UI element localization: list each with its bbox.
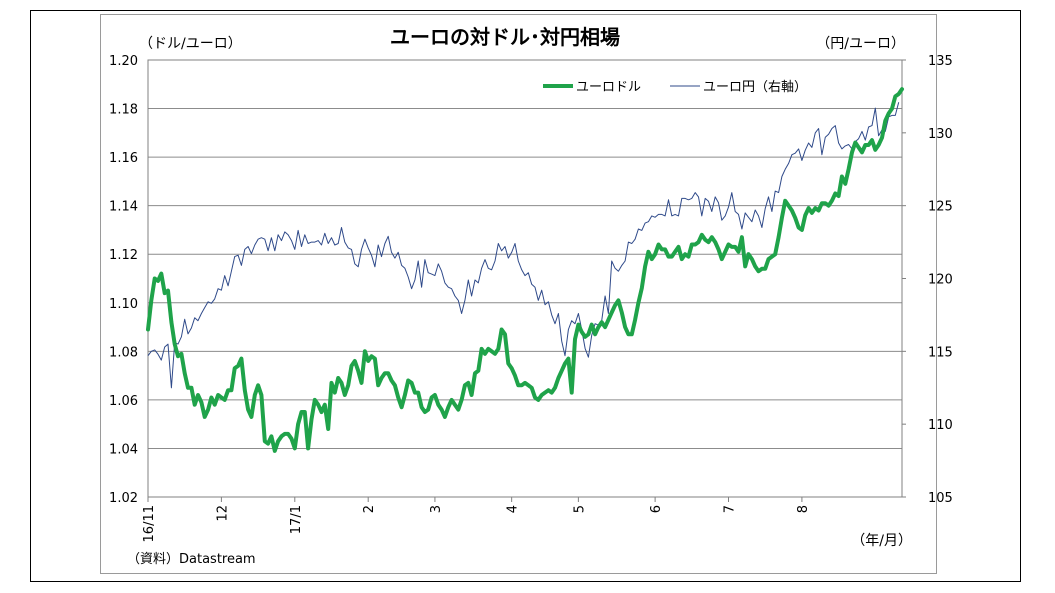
x-tick-label: 4 <box>506 505 521 513</box>
x-axis-unit: （年/月） <box>851 533 912 549</box>
x-axis-ticks: 16/11 12 17/1 2 3 4 5 6 7 8 <box>142 497 811 542</box>
legend: ユーロドル ユーロ円（右軸） <box>543 80 807 95</box>
left-tick-label: 1.10 <box>109 297 138 312</box>
gridlines <box>148 108 902 449</box>
right-tick-label: 120 <box>928 273 953 288</box>
chart-title: ユーロの対ドル･対円相場 <box>390 25 620 49</box>
plot-area-border <box>147 59 903 498</box>
left-axis-unit: （ドル/ユーロ） <box>139 36 242 52</box>
source-note: （資料）Datastream <box>127 552 256 567</box>
left-tick-label: 1.18 <box>109 103 138 118</box>
x-tick-label: 12 <box>215 505 230 522</box>
x-tick-label: 3 <box>429 505 444 513</box>
right-tick-label: 125 <box>928 200 953 215</box>
x-tick-label: 17/1 <box>289 505 304 534</box>
x-tick-label: 5 <box>572 505 587 513</box>
left-tick-label: 1.06 <box>109 394 138 409</box>
left-tick-label: 1.02 <box>109 491 138 506</box>
legend-label-eurusd: ユーロドル <box>576 80 641 95</box>
x-tick-label: 6 <box>649 505 664 513</box>
x-tick-label: 8 <box>796 505 811 513</box>
series-line-eurjpy <box>147 102 900 389</box>
x-tick-label: 16/11 <box>142 505 157 542</box>
right-tick-label: 105 <box>928 491 953 506</box>
series-lines <box>146 87 904 453</box>
right-axis-ticks: 105 110 115 120 125 130 135 <box>902 54 953 506</box>
left-tick-label: 1.12 <box>109 248 138 263</box>
right-axis-unit: （円/ユーロ） <box>816 36 905 52</box>
left-axis-ticks: 1.02 1.04 1.06 1.08 1.10 1.12 1.14 1.16 1.18 1.20 <box>109 54 138 506</box>
left-tick-label: 1.20 <box>109 54 138 69</box>
right-tick-label: 130 <box>928 127 953 142</box>
left-tick-label: 1.08 <box>109 345 138 360</box>
legend-label-eurjpy: ユーロ円（右軸） <box>703 80 807 95</box>
right-tick-label: 110 <box>928 418 953 433</box>
left-tick-label: 1.14 <box>109 200 138 215</box>
x-tick-label: 7 <box>723 505 738 513</box>
x-tick-label: 2 <box>362 505 377 513</box>
series-line-eurusd <box>146 87 904 453</box>
left-tick-label: 1.04 <box>109 442 138 457</box>
right-tick-label: 115 <box>928 345 953 360</box>
chart-area-frame <box>100 14 937 574</box>
chart-outer-frame <box>30 10 1021 582</box>
left-tick-label: 1.16 <box>109 151 138 166</box>
right-tick-label: 135 <box>928 54 953 69</box>
